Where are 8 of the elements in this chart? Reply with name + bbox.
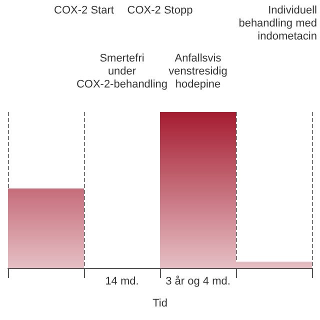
x-tick-label: 3 år og 4 md. [166,276,230,288]
x-tick-label: 14 md. [105,276,139,288]
text: COX-2 Start [54,4,114,16]
text: COX-2 Stopp [127,4,193,16]
x-axis-title: Tid [152,298,168,310]
text: Anfallsvis venstresidig hodepine [168,52,228,90]
text: Smertefri under COX-2-behandling [76,52,168,90]
text: Individuell behandling med indometacin [238,4,317,42]
